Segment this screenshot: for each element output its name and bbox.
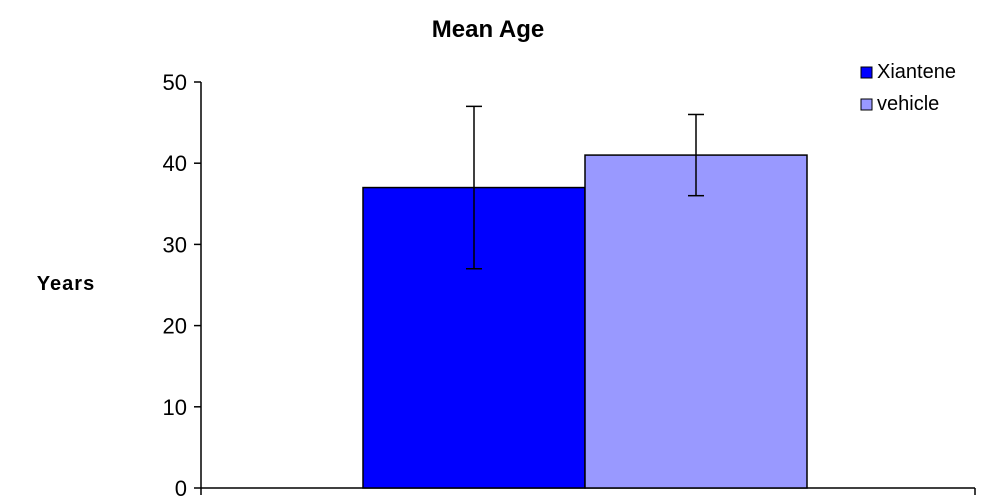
bar-vehicle bbox=[584, 154, 808, 489]
y-tick-label: 20 bbox=[163, 314, 187, 339]
bars-group bbox=[362, 154, 808, 489]
y-axis-label: Years bbox=[37, 273, 95, 295]
legend-label: Xiantene bbox=[877, 61, 956, 83]
error-bars-group bbox=[466, 105, 704, 270]
legend: Xiantene vehicle bbox=[860, 61, 956, 115]
chart-title: Mean Age bbox=[432, 16, 544, 43]
y-tick-label: 40 bbox=[163, 151, 187, 176]
legend-label: vehicle bbox=[877, 93, 939, 115]
legend-swatch-xiantene bbox=[860, 66, 873, 79]
y-tick-label: 10 bbox=[163, 395, 187, 420]
y-tick-label: 50 bbox=[163, 70, 187, 95]
legend-swatch-vehicle bbox=[860, 98, 873, 111]
x-axis bbox=[200, 487, 976, 495]
y-tick-label: 30 bbox=[163, 232, 187, 257]
y-tick-label: 0 bbox=[175, 476, 187, 497]
y-axis: 0 10 20 30 40 50 bbox=[163, 70, 202, 497]
